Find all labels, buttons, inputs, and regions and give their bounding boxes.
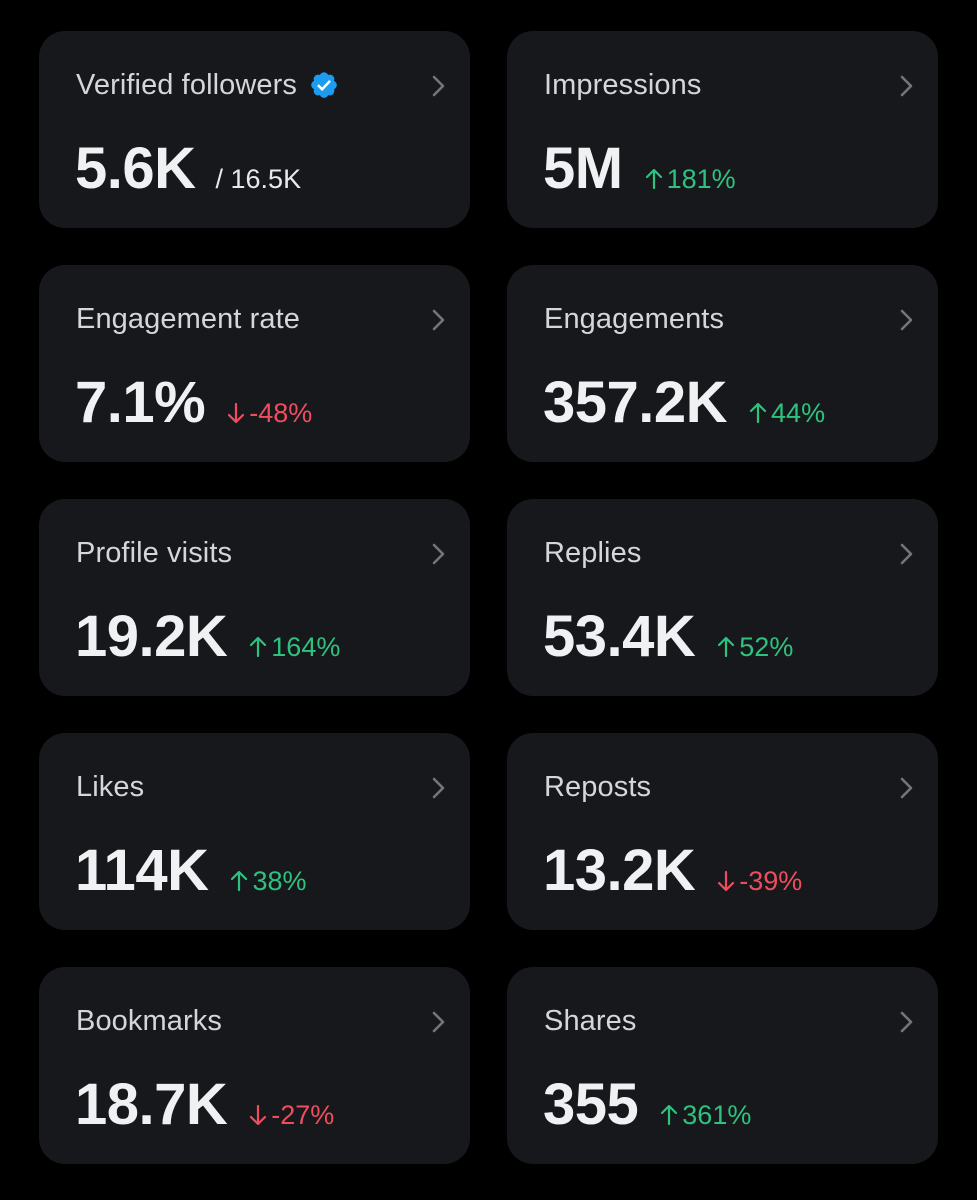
card-value-row: 5M 181% xyxy=(543,135,736,207)
card-value-row: 18.7K -27% xyxy=(75,1071,334,1143)
arrow-up-icon xyxy=(230,870,248,892)
verified-badge-icon xyxy=(309,70,339,100)
card-value: 18.7K xyxy=(75,1072,228,1137)
card-title: Profile visits xyxy=(76,536,233,569)
chevron-right-icon[interactable] xyxy=(428,1009,450,1035)
change-indicator: 361% xyxy=(660,1100,751,1131)
arrow-down-icon xyxy=(227,402,245,424)
arrow-up-icon xyxy=(249,636,267,658)
change-value: -39% xyxy=(739,866,803,896)
card-title-row: Verified followers xyxy=(76,67,339,103)
change-value: 361% xyxy=(682,1100,752,1130)
change-value: -27% xyxy=(271,1100,335,1130)
card-total: / 16.5K xyxy=(215,164,302,194)
card-impressions[interactable]: Impressions 5M 181% xyxy=(507,31,938,228)
card-title-row: Likes xyxy=(76,769,144,805)
card-title: Engagement rate xyxy=(76,302,300,335)
change-indicator: 38% xyxy=(230,866,307,897)
chevron-right-icon[interactable] xyxy=(896,307,918,333)
chevron-right-icon[interactable] xyxy=(896,73,918,99)
chevron-right-icon[interactable] xyxy=(428,73,450,99)
change-indicator: 44% xyxy=(749,398,825,429)
card-engagement-rate[interactable]: Engagement rate 7.1% -48% xyxy=(39,265,470,462)
card-title: Replies xyxy=(544,536,642,569)
change-value: 44% xyxy=(771,398,826,428)
arrow-up-icon xyxy=(645,168,663,190)
change-value: 181% xyxy=(666,164,736,194)
card-verified-followers[interactable]: Verified followers 5.6K / 16.5K xyxy=(39,31,470,228)
card-value: 357.2K xyxy=(543,370,728,435)
card-replies[interactable]: Replies 53.4K 52% xyxy=(507,499,938,696)
card-value: 7.1% xyxy=(75,370,206,435)
change-value: 52% xyxy=(739,632,794,662)
card-value: 53.4K xyxy=(543,604,696,669)
arrow-down-icon xyxy=(249,1104,267,1126)
card-title-row: Engagements xyxy=(544,301,724,337)
change-indicator: 164% xyxy=(249,632,340,663)
arrow-up-icon xyxy=(660,1104,678,1126)
card-value-row: 53.4K 52% xyxy=(543,603,793,675)
card-title: Likes xyxy=(76,770,145,803)
arrow-down-icon xyxy=(717,870,735,892)
card-value: 13.2K xyxy=(543,838,696,903)
card-title: Bookmarks xyxy=(76,1004,222,1037)
change-indicator: 52% xyxy=(717,632,793,663)
card-value-row: 5.6K / 16.5K xyxy=(75,135,301,207)
card-value-row: 355 361% xyxy=(543,1071,751,1143)
card-shares[interactable]: Shares 355 361% xyxy=(507,967,938,1164)
card-title-row: Engagement rate xyxy=(76,301,300,337)
chevron-right-icon[interactable] xyxy=(428,307,450,333)
card-value: 355 xyxy=(543,1072,639,1137)
change-indicator: -48% xyxy=(227,398,312,429)
card-value-row: 13.2K -39% xyxy=(543,837,802,909)
card-title: Engagements xyxy=(544,302,725,335)
card-title-row: Profile visits xyxy=(76,535,232,571)
card-engagements[interactable]: Engagements 357.2K 44% xyxy=(507,265,938,462)
arrow-up-icon xyxy=(717,636,735,658)
card-value-row: 7.1% -48% xyxy=(75,369,312,441)
card-profile-visits[interactable]: Profile visits 19.2K 164% xyxy=(39,499,470,696)
card-reposts[interactable]: Reposts 13.2K -39% xyxy=(507,733,938,930)
card-title-row: Shares xyxy=(544,1003,637,1039)
card-value-row: 114K 38% xyxy=(75,837,307,909)
card-title: Impressions xyxy=(544,68,702,101)
card-value: 19.2K xyxy=(75,604,228,669)
card-value: 5.6K xyxy=(75,136,196,201)
card-title-row: Impressions xyxy=(544,67,701,103)
change-indicator: -27% xyxy=(249,1100,334,1131)
card-value-row: 357.2K 44% xyxy=(543,369,825,441)
card-value: 5M xyxy=(543,136,623,201)
chevron-right-icon[interactable] xyxy=(428,541,450,567)
card-title: Verified followers xyxy=(76,68,298,101)
arrow-up-icon xyxy=(749,402,767,424)
card-title-row: Replies xyxy=(544,535,641,571)
chevron-right-icon[interactable] xyxy=(896,775,918,801)
card-value: 114K xyxy=(75,838,209,903)
card-likes[interactable]: Likes 114K 38% xyxy=(39,733,470,930)
chevron-right-icon[interactable] xyxy=(896,1009,918,1035)
change-value: -48% xyxy=(249,398,313,428)
chevron-right-icon[interactable] xyxy=(896,541,918,567)
change-indicator: -39% xyxy=(717,866,802,897)
card-value-row: 19.2K 164% xyxy=(75,603,340,675)
card-title-row: Bookmarks xyxy=(76,1003,222,1039)
card-bookmarks[interactable]: Bookmarks 18.7K -27% xyxy=(39,967,470,1164)
chevron-right-icon[interactable] xyxy=(428,775,450,801)
card-title: Shares xyxy=(544,1004,637,1037)
change-value: 38% xyxy=(252,866,307,896)
card-title-row: Reposts xyxy=(544,769,651,805)
change-value: 164% xyxy=(271,632,341,662)
card-title: Reposts xyxy=(544,770,652,803)
change-indicator: 181% xyxy=(645,164,736,195)
